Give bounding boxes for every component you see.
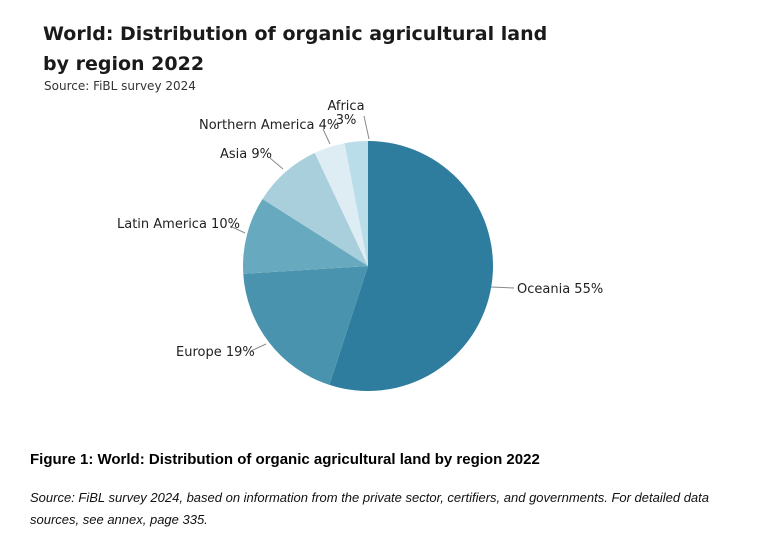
leader-europe bbox=[250, 343, 267, 352]
leader-africa bbox=[363, 115, 370, 140]
pie-slice-northern-america bbox=[314, 143, 368, 266]
pie-slice-europe bbox=[243, 266, 368, 385]
source-note-line2: sources, see annex, page 335. bbox=[30, 512, 208, 527]
slice-label-africa: Africa 3% bbox=[327, 99, 365, 128]
chart-source-label: Source: FiBL survey 2024 bbox=[44, 79, 196, 93]
source-note: Source: FiBL survey 2024, based on infor… bbox=[30, 487, 770, 531]
pie-slice-latin-america bbox=[243, 199, 368, 274]
slice-label-oceania: Oceania 55% bbox=[517, 282, 604, 297]
leader-asia bbox=[269, 157, 284, 170]
chart-title-line2: by region 2022 bbox=[43, 53, 205, 75]
slice-label-latin-america: Latin America 10% bbox=[117, 217, 240, 232]
figure-caption: Figure 1: World: Distribution of organic… bbox=[30, 451, 540, 468]
source-note-line1: Source: FiBL survey 2024, based on infor… bbox=[30, 490, 710, 505]
slice-label-asia: Asia 9% bbox=[220, 147, 272, 162]
leader-northern-america bbox=[322, 128, 331, 145]
leader-latin-america bbox=[229, 225, 246, 234]
leader-oceania bbox=[490, 286, 515, 289]
slice-label-europe: Europe 19% bbox=[176, 345, 255, 360]
pie-slice-africa bbox=[344, 141, 368, 266]
pie-slices-group bbox=[243, 141, 494, 391]
pie-slice-oceania bbox=[329, 141, 494, 391]
chart-title: World: Distribution of organic agricultu… bbox=[43, 19, 547, 79]
chart-title-line1: World: Distribution of organic agricultu… bbox=[43, 23, 548, 45]
leader-lines-group bbox=[229, 115, 515, 352]
pie-slice-asia bbox=[262, 152, 368, 266]
slice-label-northern-america: Northern America 4% bbox=[199, 118, 340, 133]
